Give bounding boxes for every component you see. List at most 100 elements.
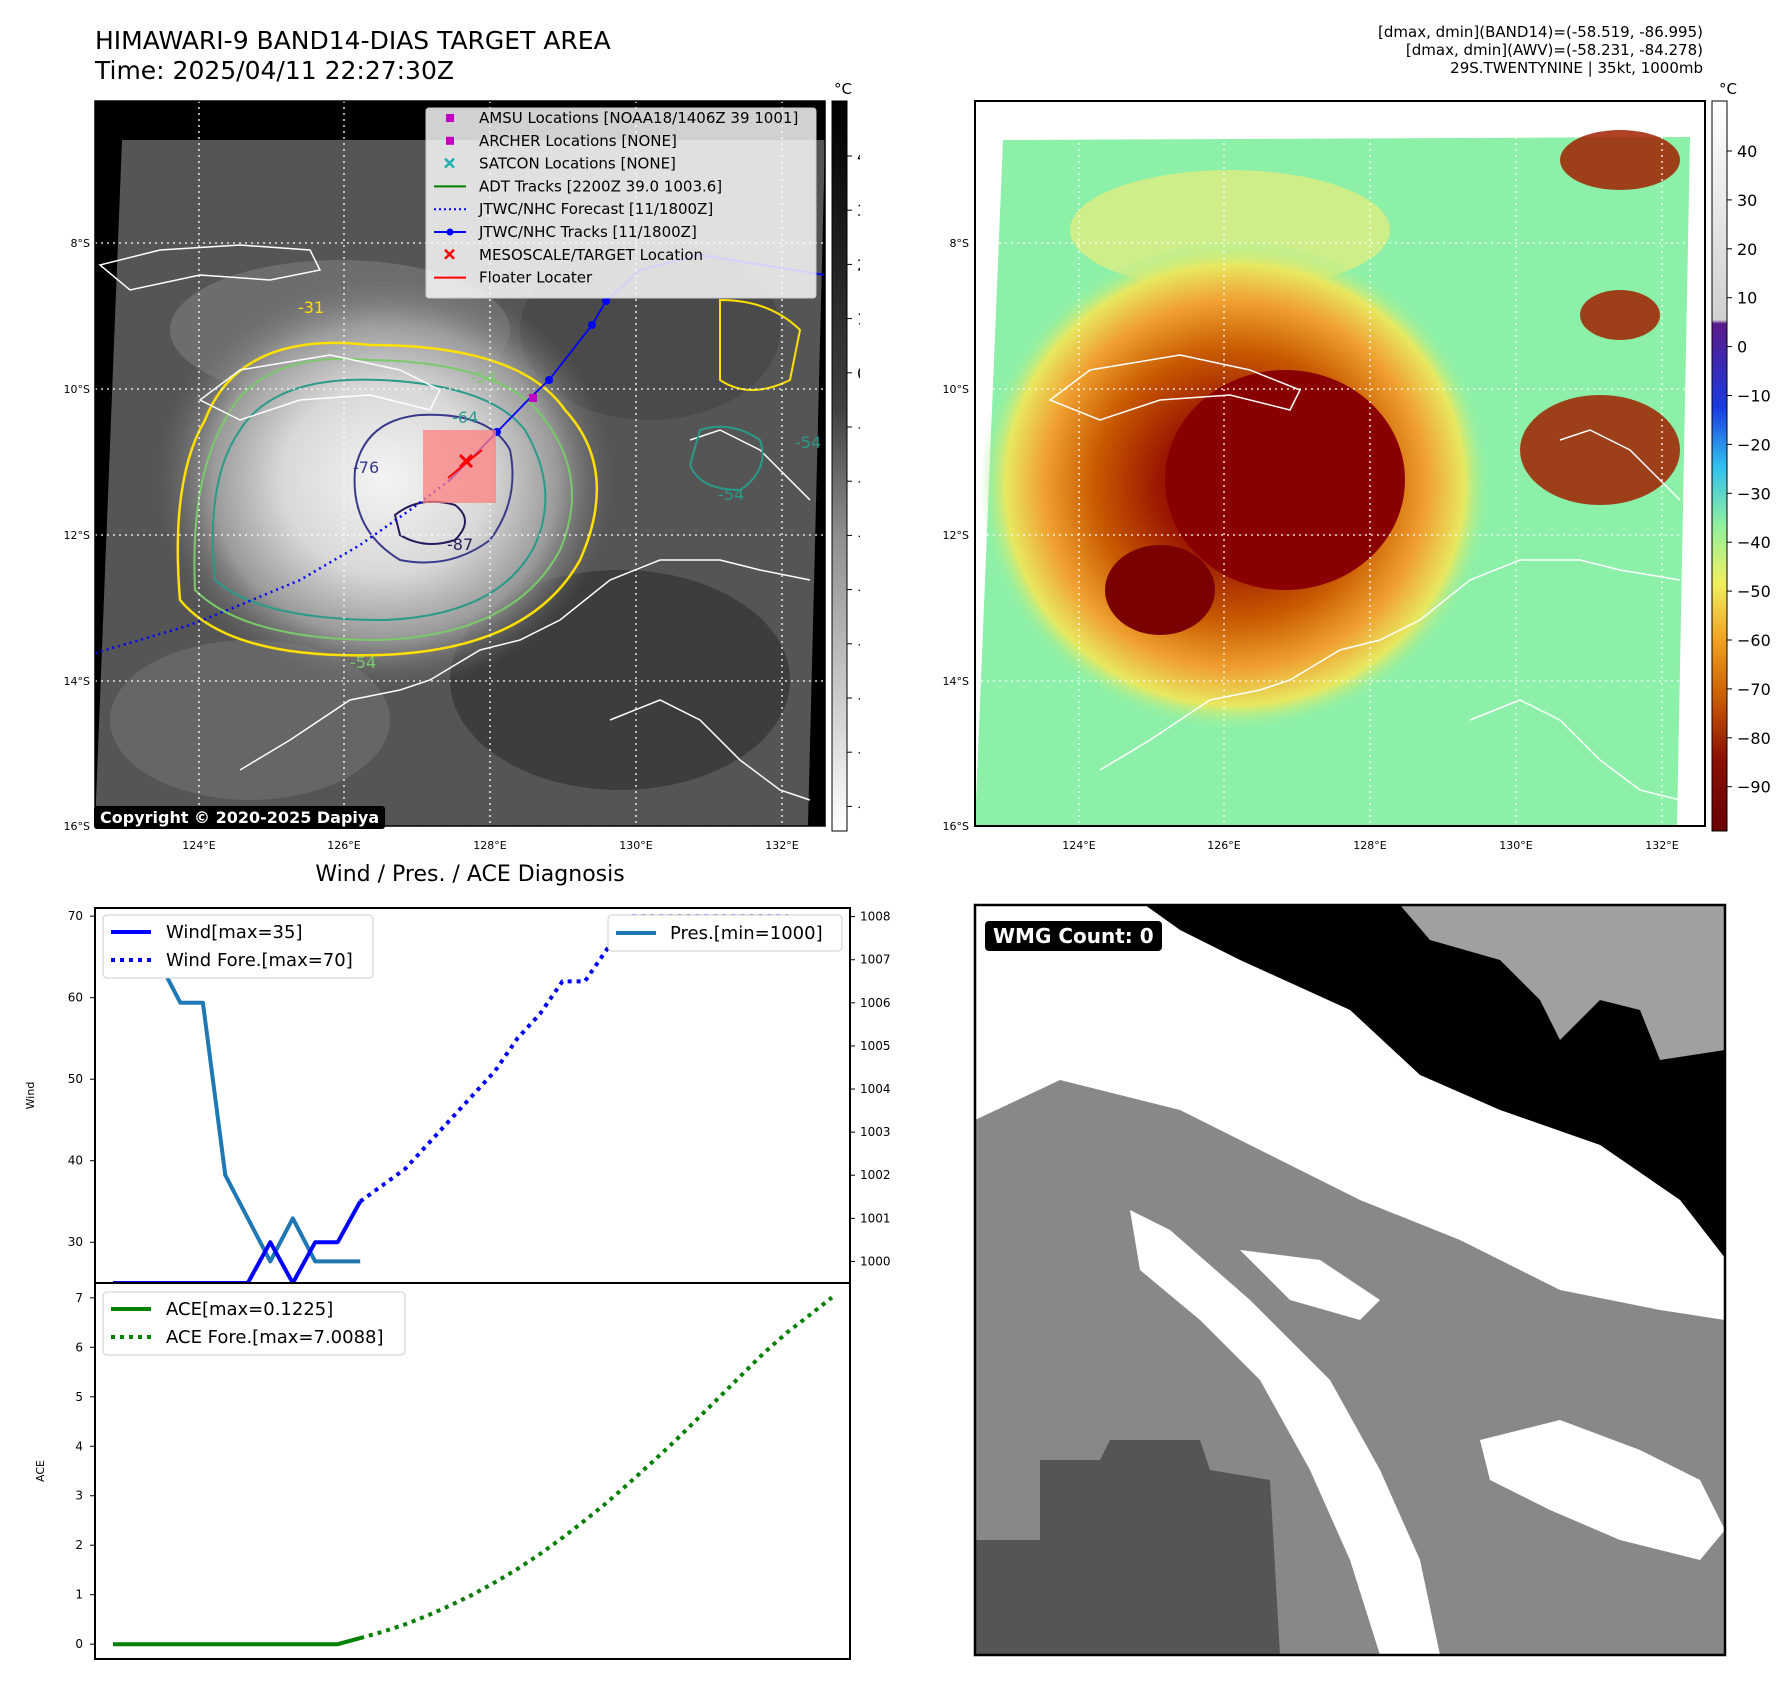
colorbar-unit: °C <box>1719 80 1737 98</box>
legend-label: ADT Tracks [2200Z 39.0 1003.6] <box>479 177 722 195</box>
pressure-tick-label: 1003 <box>860 1125 891 1139</box>
ace-tick-label: 4 <box>75 1439 83 1453</box>
lon-label: 132°E <box>1645 839 1678 852</box>
colorbar-tick-label: −20 <box>1737 435 1771 454</box>
coastline <box>1469 699 1681 801</box>
legend-item: ADT Tracks [2200Z 39.0 1003.6] <box>434 177 722 195</box>
awv-map-panel: 8°S 10°S 12°S 14°S 16°S 124°E 126°E 128°… <box>943 80 1771 852</box>
diagnosis-chart: 3040506070100010011002100310041005100610… <box>24 907 891 1660</box>
colorbar-tick-label: 40 <box>857 147 860 166</box>
legend-box <box>102 1291 406 1356</box>
coastline <box>689 429 811 501</box>
legend-label: AMSU Locations [NOAA18/1406Z 39 1001] <box>479 109 798 127</box>
figure-time: Time: 2025/04/11 22:27:30Z <box>95 56 454 85</box>
contour-label: -64 <box>452 408 478 427</box>
wind-tick-label: 60 <box>68 991 83 1005</box>
left-map-lat-labels: 8°S 10°S 12°S 14°S 16°S <box>64 237 90 833</box>
colorbar-tick-label: −70 <box>857 743 860 762</box>
ace-forecast-series <box>359 1295 834 1641</box>
contour-label: -54 <box>470 368 496 387</box>
legend-label: Wind Fore.[max=70] <box>166 950 353 971</box>
awv-colorbar-ticks: 40 30 20 10 0 −10 −20 −30 −40 −50 −60 −70 −80 −90 <box>1727 142 1771 797</box>
legend-marker-square <box>446 114 454 122</box>
colorbar-tick-label: −30 <box>857 526 860 545</box>
colorbar-tick-label: −70 <box>1737 680 1771 699</box>
lat-label: 8°S <box>950 237 969 250</box>
contour-label: -54 <box>795 433 821 452</box>
legend-box <box>102 914 374 979</box>
legend-item: ARCHER Locations [NONE] <box>446 132 677 150</box>
contour-54 <box>193 357 573 642</box>
wmg-white-band <box>1130 1210 1440 1655</box>
wind-tick-label: 40 <box>68 1154 83 1168</box>
contour-label: -54 <box>350 653 376 672</box>
right-map-lon-labels: 124°E 126°E 128°E 130°E 132°E <box>1062 839 1678 852</box>
colorbar-tick-label: 0 <box>857 364 860 383</box>
legend-marker-x <box>444 157 455 169</box>
contour-label: -54 <box>718 485 744 504</box>
target-location-marker <box>458 453 474 469</box>
lon-label: 126°E <box>1207 839 1240 852</box>
pressure-tick-label: 1000 <box>860 1254 891 1268</box>
colorbar-tick-label: 10 <box>1737 289 1757 308</box>
wmg-frame <box>973 903 1727 1657</box>
wmg-count-label: WMG Count: 0 <box>985 921 1162 951</box>
amsu-location-marker <box>529 394 537 402</box>
band14-map-panel: -31 -54 -64 -76 -87 -54 -54 -54 AMSU Loc… <box>64 80 860 852</box>
ace-tick-label: 1 <box>75 1588 83 1602</box>
colorbar-tick-label: 20 <box>857 255 860 274</box>
colorbar-tick-label: 40 <box>1737 142 1757 161</box>
colorbar-tick-label: −30 <box>1737 484 1771 503</box>
colorbar-tick-label: 30 <box>1737 191 1757 210</box>
contour-31-east <box>719 298 802 391</box>
awv-colorbar <box>1711 100 1728 832</box>
legend-item: Floater Locater <box>434 269 593 287</box>
floater-locator-line <box>447 449 483 479</box>
contour-label: -76 <box>353 458 379 477</box>
contour-label: -87 <box>447 535 473 554</box>
pressure-tick-label: 1004 <box>860 1082 891 1096</box>
pressure-tick-label: 1005 <box>860 1039 891 1053</box>
colorbar-unit: °C <box>834 80 852 98</box>
lat-label: 12°S <box>64 529 90 542</box>
wind-tick-label: 50 <box>68 1072 83 1086</box>
ace-tick-label: 0 <box>75 1637 83 1651</box>
legend-label: SATCON Locations [NONE] <box>479 155 676 173</box>
legend-item: SATCON Locations [NONE] <box>444 155 676 173</box>
figure-title: HIMAWARI-9 BAND14-DIAS TARGET AREA <box>95 26 611 55</box>
awv-cold-cell <box>1105 545 1215 635</box>
colorbar-tick-label: −10 <box>857 418 860 437</box>
colorbar-tick-label: 10 <box>857 310 860 329</box>
pressure-tick-label: 1006 <box>860 996 891 1010</box>
legend-label: Pres.[min=1000] <box>670 923 823 944</box>
colorbar-tick-label: −40 <box>857 581 860 600</box>
legend-item: JTWC/NHC Tracks [11/1800Z] <box>434 223 697 241</box>
pressure-tick-label: 1008 <box>860 910 891 924</box>
contour-64-east <box>688 425 764 492</box>
ace-legend: ACE[max=0.1225] ACE Fore.[max=7.0088] <box>102 1291 406 1356</box>
legend-marker-square <box>446 136 454 145</box>
colorbar-tick-label: −90 <box>1737 778 1771 797</box>
stats-band14: [dmax, dmin](BAND14)=(-58.519, -86.995) <box>1378 23 1703 41</box>
lon-label: 128°E <box>1353 839 1386 852</box>
awv-cold-cell-east <box>1520 395 1680 505</box>
pressure-legend: Pres.[min=1000] <box>607 914 843 952</box>
legend-label: MESOSCALE/TARGET Location <box>479 246 703 264</box>
legend-item: MESOSCALE/TARGET Location <box>444 246 703 264</box>
lon-label: 124°E <box>182 839 215 852</box>
legend-label: ACE Fore.[max=7.0088] <box>166 1327 384 1348</box>
contour-31 <box>176 341 599 657</box>
awv-coldest-core <box>1165 370 1405 590</box>
wmg-panel <box>973 903 1727 1657</box>
lat-label: 14°S <box>943 675 969 688</box>
ace-tick-label: 5 <box>75 1390 83 1404</box>
copyright-label: Copyright © 2020-2025 Dapiya <box>94 806 386 829</box>
contour-76 <box>353 413 514 564</box>
contour-64 <box>211 378 547 622</box>
lon-label: 132°E <box>765 839 798 852</box>
ace-tick-label: 7 <box>75 1291 83 1305</box>
stats-info: [dmax, dmin](BAND14)=(-58.519, -86.995) … <box>1103 23 1703 77</box>
legend-label: JTWC/NHC Tracks [11/1800Z] <box>478 223 697 241</box>
ace-axis-label: ACE <box>34 1460 47 1482</box>
contour-labels: -31 -54 -64 -76 -87 -54 -54 -54 <box>298 298 821 672</box>
